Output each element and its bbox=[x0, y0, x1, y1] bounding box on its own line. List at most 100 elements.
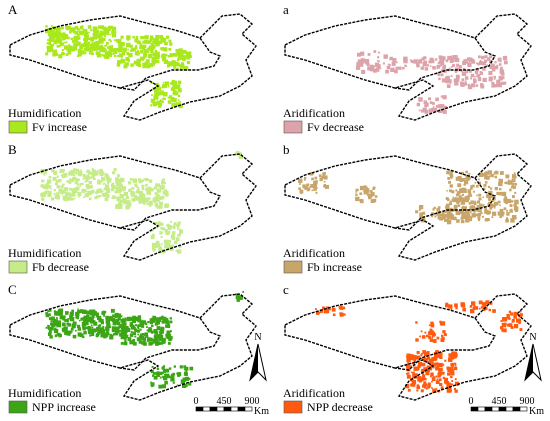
patch bbox=[120, 326, 125, 330]
patch bbox=[453, 206, 456, 208]
scale-segment bbox=[202, 406, 211, 412]
patch bbox=[182, 67, 186, 71]
patch bbox=[142, 64, 147, 69]
patch bbox=[422, 211, 426, 215]
patch bbox=[58, 188, 63, 193]
patch bbox=[166, 35, 170, 39]
patch bbox=[109, 335, 114, 340]
patch bbox=[449, 202, 452, 206]
patch bbox=[438, 362, 443, 368]
patch bbox=[145, 178, 149, 182]
patch bbox=[82, 174, 86, 178]
patch bbox=[136, 58, 141, 64]
patch bbox=[431, 377, 436, 381]
patch bbox=[159, 196, 162, 199]
patch bbox=[449, 59, 454, 64]
patch bbox=[91, 168, 94, 171]
patch bbox=[518, 321, 521, 325]
patch bbox=[67, 36, 70, 40]
patch bbox=[169, 320, 173, 324]
patch bbox=[498, 178, 503, 184]
patch bbox=[494, 65, 499, 70]
patch bbox=[447, 207, 450, 209]
patch bbox=[97, 179, 100, 183]
patch bbox=[463, 183, 466, 186]
patch bbox=[72, 176, 77, 181]
patch bbox=[161, 366, 165, 370]
patch bbox=[172, 231, 176, 235]
patch bbox=[75, 315, 80, 319]
patch bbox=[462, 189, 467, 193]
patch bbox=[500, 81, 504, 85]
patch bbox=[80, 25, 84, 29]
patch bbox=[447, 372, 451, 376]
patch bbox=[465, 219, 468, 221]
patch bbox=[507, 316, 511, 320]
patch bbox=[499, 215, 502, 219]
patch bbox=[427, 385, 430, 389]
patch bbox=[148, 204, 152, 207]
patch bbox=[447, 79, 451, 82]
patch bbox=[71, 323, 76, 328]
patch bbox=[464, 58, 467, 62]
patch bbox=[478, 300, 483, 305]
patch bbox=[179, 245, 182, 248]
patch bbox=[158, 40, 162, 45]
patch bbox=[447, 218, 450, 221]
patch bbox=[120, 315, 123, 318]
patch bbox=[367, 66, 372, 71]
patch bbox=[126, 204, 131, 208]
patch bbox=[98, 47, 102, 51]
patch bbox=[422, 374, 426, 378]
patch bbox=[150, 188, 154, 192]
patch bbox=[309, 172, 313, 176]
patch bbox=[306, 188, 310, 192]
patch bbox=[142, 36, 145, 39]
patch bbox=[67, 318, 70, 321]
patch bbox=[61, 327, 66, 331]
patch bbox=[177, 94, 181, 97]
patch bbox=[370, 199, 375, 203]
patch bbox=[167, 61, 172, 66]
patch bbox=[100, 319, 104, 323]
patch bbox=[474, 75, 476, 78]
patch bbox=[446, 84, 451, 88]
patch bbox=[386, 65, 391, 70]
patch bbox=[449, 200, 452, 203]
patch bbox=[475, 72, 478, 75]
patch bbox=[499, 204, 501, 207]
patch bbox=[437, 73, 441, 77]
panel-letter: C bbox=[8, 282, 17, 297]
patch bbox=[179, 101, 181, 103]
patch bbox=[147, 40, 152, 44]
patch bbox=[431, 101, 435, 105]
patch bbox=[152, 372, 156, 375]
patch bbox=[161, 39, 165, 43]
patch bbox=[367, 188, 370, 191]
patch bbox=[436, 72, 439, 75]
patch bbox=[153, 244, 157, 248]
scale-segment bbox=[209, 406, 218, 412]
patch bbox=[387, 63, 390, 66]
patch bbox=[48, 329, 52, 333]
patch bbox=[81, 50, 84, 53]
patch bbox=[489, 65, 493, 69]
patch bbox=[442, 57, 446, 61]
patch bbox=[74, 181, 77, 185]
patch bbox=[173, 66, 176, 69]
patch bbox=[140, 195, 144, 199]
patch bbox=[174, 91, 179, 96]
patch bbox=[56, 44, 60, 48]
patch bbox=[72, 190, 75, 194]
patch bbox=[360, 51, 365, 56]
scale-segment bbox=[512, 406, 521, 412]
patch bbox=[454, 70, 458, 73]
patch bbox=[51, 197, 55, 201]
patch bbox=[311, 177, 314, 181]
patch bbox=[407, 362, 410, 365]
patch bbox=[138, 179, 143, 184]
patch bbox=[86, 314, 90, 319]
patch bbox=[158, 336, 162, 340]
patch bbox=[186, 60, 191, 65]
patch bbox=[95, 195, 99, 199]
